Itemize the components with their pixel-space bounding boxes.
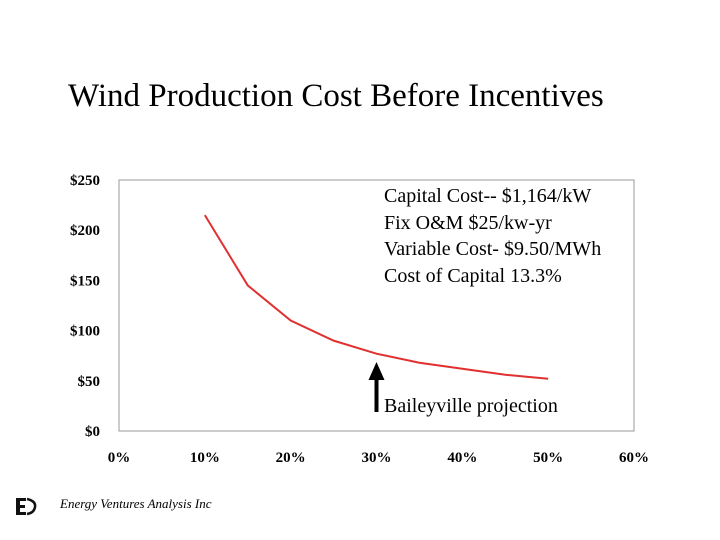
y-tick-label: $100 (70, 324, 100, 340)
note-fixed-om: Fix O&M $25/kw-yr (384, 211, 552, 234)
note-capital-cost: Capital Cost-- $1,164/kW (384, 185, 592, 207)
y-tick-label: $200 (70, 223, 100, 239)
y-tick-label: $50 (78, 374, 101, 390)
footer-company: Energy Ventures Analysis Inc (60, 496, 212, 511)
annotation-arrow (368, 362, 385, 412)
plot-frame (118, 179, 635, 432)
x-tick-label: 60% (619, 450, 649, 466)
note-variable-cost: Variable Cost- $9.50/MWh (384, 238, 602, 260)
x-tick-label: 30% (362, 450, 392, 466)
x-tick-label: 20% (276, 450, 306, 466)
annotation-label: Baileyville projection (384, 395, 558, 417)
x-tick-label: 0% (108, 450, 131, 466)
x-tick-label: 50% (533, 450, 563, 466)
chart-title: Wind Production Cost Before Incentives (68, 78, 604, 114)
note-cost-of-capital: Cost of Capital 13.3% (384, 264, 562, 287)
x-tick-label: 10% (190, 450, 220, 466)
y-tick-label: $250 (70, 173, 100, 189)
x-tick-label: 40% (447, 450, 477, 466)
series-line (203, 214, 549, 380)
y-tick-label: $0 (85, 424, 100, 440)
y-tick-label: $150 (70, 273, 100, 289)
cost-assumptions-note: Capital Cost-- $1,164/kW Fix O&M $25/kw-… (384, 183, 601, 289)
company-logo-icon (16, 497, 37, 516)
